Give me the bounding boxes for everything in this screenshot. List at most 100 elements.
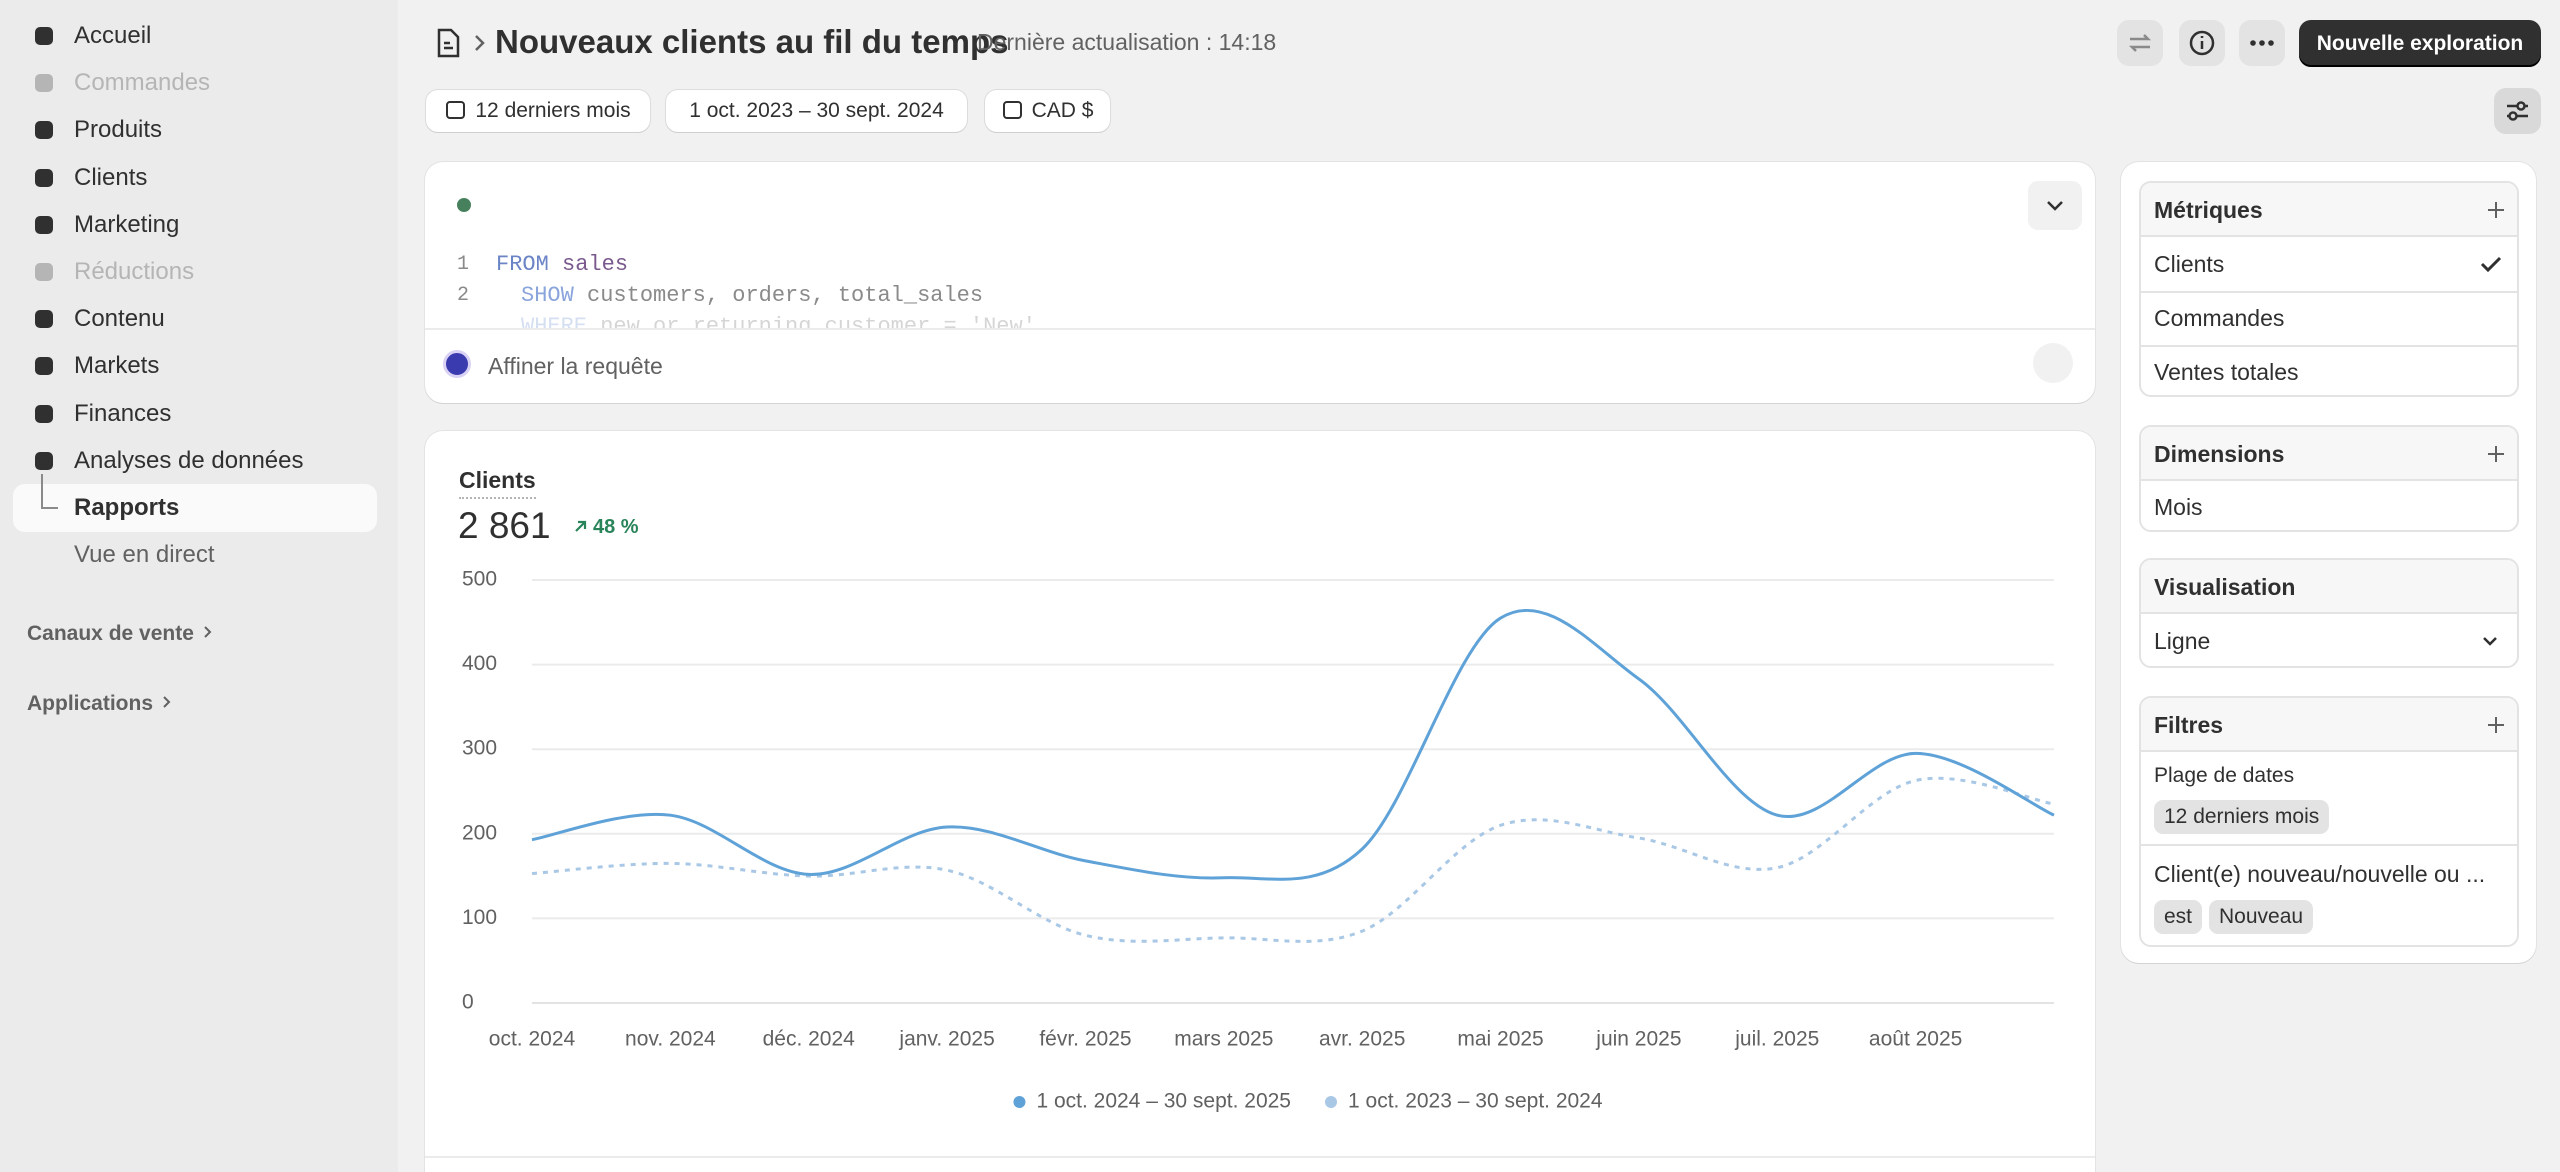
- checkmark: [2477, 250, 2505, 278]
- info-button[interactable]: [2179, 20, 2225, 66]
- filter-pill[interactable]: 1 oct. 2023 – 30 sept. 2024: [666, 90, 967, 132]
- section-title: Métriques: [2154, 197, 2263, 223]
- refine-input[interactable]: Affiner la requête: [488, 353, 663, 379]
- row-divider: [2141, 291, 2517, 293]
- code-text: new_or_returning_customer = 'New': [600, 314, 1036, 328]
- dimension-item[interactable]: Mois: [2154, 494, 2203, 520]
- x-tick-label: févr. 2025: [1039, 1028, 1131, 1051]
- add-button[interactable]: [2481, 710, 2511, 740]
- subnav-item[interactable]: Vue en direct: [74, 541, 215, 569]
- section-link[interactable]: Applications: [27, 690, 173, 718]
- filter-pill[interactable]: 12 derniers mois: [426, 90, 650, 132]
- y-tick-label: 0: [462, 991, 474, 1014]
- x-tick-label: juin 2025: [1595, 1028, 1681, 1051]
- filter-tag: est: [2154, 900, 2203, 934]
- x-tick-label: nov. 2024: [625, 1028, 716, 1051]
- code-keyword: WHERE: [521, 314, 588, 328]
- nav-item[interactable]: Réductions: [74, 258, 195, 285]
- pill-icon-shape: [1002, 101, 1022, 119]
- icon-shape: [35, 27, 53, 45]
- nav-item[interactable]: Analyses de données: [74, 446, 304, 474]
- y-tick-label: 400: [462, 652, 497, 675]
- x-tick-label: juil. 2025: [1734, 1028, 1819, 1051]
- main: 1 FROM sales 2 SHOW customers, orders, tota…: [398, 0, 2560, 1172]
- nav-icon: [35, 357, 53, 376]
- icon-shape: [35, 404, 53, 423]
- icon-shape: [35, 357, 53, 376]
- filter-pill[interactable]: CAD $: [985, 90, 1110, 132]
- x-tick-label: oct. 2024: [489, 1028, 576, 1051]
- visualisation-select[interactable]: Ligne: [2154, 628, 2211, 654]
- nav-icon: [35, 27, 53, 45]
- code-space: [587, 314, 600, 328]
- send-button[interactable]: [2033, 343, 2073, 383]
- section-header: [2141, 183, 2517, 237]
- section-title: Filtres: [2154, 712, 2224, 738]
- collapse-button[interactable]: [2028, 181, 2082, 230]
- more-button[interactable]: [2239, 20, 2285, 66]
- chevron-down: [2047, 201, 2063, 211]
- section-title: Dimensions: [2154, 441, 2285, 467]
- nav-icon: [35, 168, 53, 187]
- kpi-label: Clients: [459, 463, 536, 499]
- legend-label: 1 oct. 2023 – 30 sept. 2024: [1348, 1090, 1603, 1113]
- nav-item[interactable]: Marketing: [74, 210, 180, 238]
- last-updated: Dernière actualisation : 14:18: [977, 29, 1277, 55]
- check-icon: [2480, 256, 2502, 273]
- add-button[interactable]: [2481, 195, 2511, 225]
- metric-item[interactable]: Commandes: [2154, 305, 2285, 331]
- chevron: [163, 696, 171, 708]
- doc-icon: [437, 28, 460, 58]
- query-card: 1 FROM sales 2 SHOW customers, orders, tota…: [425, 162, 2095, 403]
- nav-item[interactable]: Commandes: [74, 69, 211, 97]
- nav-item[interactable]: Clients: [74, 163, 148, 191]
- filter-rule-label[interactable]: Plage de dates: [2154, 764, 2295, 787]
- code-line: FROM sales: [496, 250, 628, 280]
- filter-tag: 12 derniers mois: [2154, 800, 2330, 834]
- sidebar: Accueil Commandes Produits Clients Marketing…: [0, 0, 398, 1172]
- filter-rule-label[interactable]: Client(e) nouveau/nouvelle ou ...: [2154, 861, 2486, 887]
- metric-item[interactable]: Ventes totales: [2154, 359, 2299, 385]
- filter-label: 12 derniers mois: [475, 99, 631, 122]
- metric-item[interactable]: Clients: [2154, 251, 2225, 277]
- subnav-item[interactable]: Rapports: [74, 494, 180, 521]
- legend-swatch: [1325, 1096, 1337, 1108]
- chevron-down: [2483, 637, 2497, 646]
- breadcrumb-chevron: [475, 35, 485, 51]
- code-text: customers, orders, total_sales: [587, 283, 984, 308]
- plus-icon: [2488, 202, 2504, 218]
- settings-button[interactable]: [2494, 88, 2541, 134]
- filter-label: 1 oct. 2023 – 30 sept. 2024: [689, 99, 944, 122]
- y-tick-label: 300: [462, 737, 497, 760]
- code-space: [549, 252, 562, 277]
- nav-item[interactable]: Finances: [74, 399, 172, 427]
- x-tick-label: août 2025: [1869, 1028, 1962, 1051]
- x-tick-label: avr. 2025: [1319, 1028, 1405, 1051]
- nav-item[interactable]: Produits: [74, 116, 163, 144]
- nav-item[interactable]: Accueil: [74, 22, 152, 49]
- nav-item[interactable]: Contenu: [74, 305, 165, 333]
- tree-connector: [41, 474, 58, 509]
- pill-icon: [1002, 101, 1022, 119]
- code-line: WHERE new_or_returning_customer = 'New': [521, 312, 1036, 328]
- divider: [425, 328, 2095, 330]
- code-keyword: SHOW: [521, 283, 574, 308]
- icon-shape: [35, 451, 53, 470]
- add-button[interactable]: [2481, 439, 2511, 469]
- x-tick-label: janv. 2025: [898, 1028, 994, 1051]
- nav-item[interactable]: Markets: [74, 352, 160, 380]
- chevron: [204, 626, 212, 638]
- filter-tag: Nouveau: [2209, 900, 2314, 934]
- panel-section: Visualisation Ligne: [2139, 558, 2519, 668]
- primary-button[interactable]: Nouvelle exploration: [2299, 20, 2541, 67]
- code-text: sales: [562, 252, 629, 277]
- up-arrow: [575, 520, 587, 532]
- kpi-change-value: 48 %: [593, 516, 639, 538]
- nav-icon: [35, 74, 53, 93]
- assistant-avatar: [443, 350, 471, 378]
- refresh-button[interactable]: [2117, 20, 2163, 66]
- series-line: [531, 776, 2055, 943]
- section-link[interactable]: Canaux de vente: [27, 620, 214, 648]
- line-number: 1: [457, 253, 470, 276]
